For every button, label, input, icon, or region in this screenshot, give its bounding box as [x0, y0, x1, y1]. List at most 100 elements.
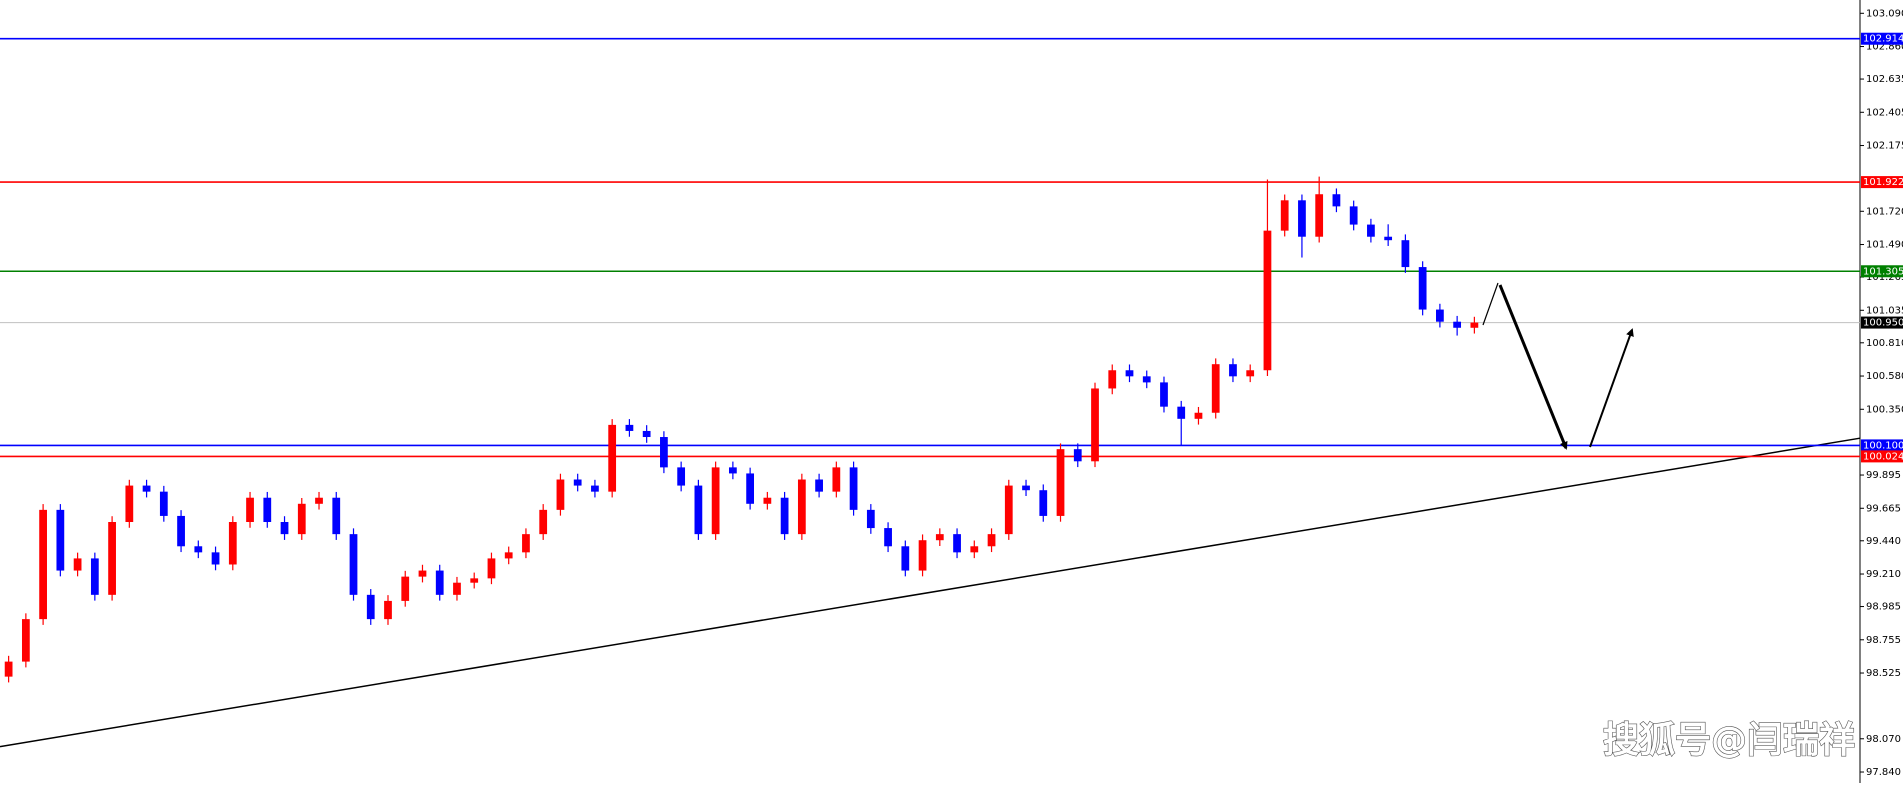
candle-body [263, 497, 272, 522]
price-level-label: 100.100 [1863, 440, 1903, 451]
y-tick-label: 97.840 [1866, 767, 1901, 778]
candle-body [711, 467, 720, 535]
candle-body [660, 437, 668, 468]
candle-body [1125, 370, 1134, 377]
candle-body [573, 479, 582, 486]
y-tick-label: 101.490 [1866, 240, 1903, 251]
candle-body [901, 546, 910, 571]
candle-body [246, 497, 254, 522]
candles [4, 176, 1479, 683]
forecast-arrows [1482, 282, 1634, 450]
candle-body [642, 430, 651, 438]
candle-body [1039, 490, 1048, 516]
y-tick-label: 101.035 [1866, 305, 1903, 316]
candle-body [504, 552, 513, 559]
candle-body [1194, 412, 1203, 419]
candle-body [849, 467, 858, 510]
candle-body [401, 576, 410, 601]
candle-body [194, 546, 203, 553]
price-level-box [1861, 439, 1903, 452]
y-tick-label: 99.895 [1866, 470, 1901, 481]
candle-body [970, 546, 979, 553]
y-tick-label: 102.635 [1866, 74, 1903, 85]
candle-body [142, 485, 151, 492]
y-tick-label: 100.810 [1866, 338, 1903, 349]
y-tick-label: 101.720 [1866, 206, 1903, 217]
candle-body [159, 491, 168, 516]
candle-body [470, 578, 479, 583]
price-level-box [1861, 32, 1903, 45]
candle-body [39, 509, 47, 620]
y-tick-label: 102.175 [1866, 141, 1903, 152]
y-tick-label: 98.755 [1866, 635, 1901, 646]
candle-body [1246, 370, 1255, 377]
candle-body [1211, 364, 1220, 413]
candle-body [539, 509, 548, 535]
candle-body [953, 534, 961, 553]
candle-body [90, 558, 99, 595]
candle-body [384, 600, 392, 620]
candle-body [1263, 230, 1272, 371]
y-tick-label: 99.665 [1866, 503, 1901, 514]
candle-body [1401, 240, 1410, 268]
candle-body [746, 473, 755, 504]
price-level-label: 102.914 [1863, 34, 1903, 45]
candle-body [487, 558, 496, 579]
candle-body [1367, 224, 1375, 237]
candle-body [591, 485, 599, 492]
candle-body [1315, 194, 1324, 237]
candle-body [1142, 376, 1151, 383]
candle-body [435, 570, 444, 595]
candle-body [1280, 200, 1289, 231]
candle-body [125, 485, 134, 522]
y-tick-label: 100.350 [1866, 404, 1903, 415]
candle-body [332, 497, 341, 535]
arrow-down [1498, 284, 1568, 450]
y-tick-label: 99.440 [1866, 536, 1901, 547]
candle-body [418, 570, 427, 577]
candle-body [228, 522, 237, 565]
candle-body [1229, 364, 1237, 377]
candle-body [780, 497, 789, 535]
candle-body [453, 582, 461, 595]
candle-body [884, 528, 892, 547]
candle-body [280, 522, 289, 535]
price-level-box [1861, 450, 1903, 463]
candle-body [608, 424, 617, 492]
y-tick-label: 98.985 [1866, 602, 1901, 613]
watermark: 搜狐号@闫瑞祥 [1603, 720, 1855, 761]
price-level-label: 101.922 [1863, 177, 1903, 188]
price-level-box [1861, 316, 1903, 329]
y-tick-label: 103.090 [1866, 8, 1903, 19]
candle-body [1453, 321, 1462, 328]
candle-body [763, 497, 772, 504]
candle-body [797, 479, 806, 535]
price-level-label: 100.024 [1863, 451, 1903, 462]
y-tick-label: 102.860 [1866, 42, 1903, 53]
price-level-label: 101.305 [1863, 266, 1903, 277]
y-tick-label: 102.405 [1866, 107, 1903, 118]
y-tick-label: 100.580 [1866, 371, 1903, 382]
candle-body [522, 534, 530, 553]
trendline [0, 437, 1861, 748]
candle-body [1160, 382, 1168, 407]
candle-body [21, 619, 30, 662]
candle-body [1436, 309, 1444, 322]
candle-body [1332, 194, 1341, 207]
candle-body [366, 594, 375, 620]
price-axis: 103.090 102.860 102.635 102.405 102.175 101.7… [1860, 8, 1903, 778]
candle-body [315, 497, 323, 504]
candle-body [832, 467, 841, 492]
candle-body [4, 661, 13, 677]
price-level-box [1861, 265, 1903, 278]
candle-body [1349, 206, 1358, 225]
candle-body [625, 424, 634, 431]
candle-body [1022, 485, 1030, 491]
arrow-segment [1482, 282, 1499, 326]
candle-body [73, 558, 82, 571]
price-level-box [1861, 176, 1903, 189]
candle-body [815, 479, 823, 492]
candle-body [1108, 370, 1117, 389]
